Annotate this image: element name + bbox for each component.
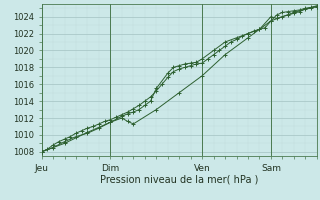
X-axis label: Pression niveau de la mer( hPa ): Pression niveau de la mer( hPa ) [100, 174, 258, 184]
